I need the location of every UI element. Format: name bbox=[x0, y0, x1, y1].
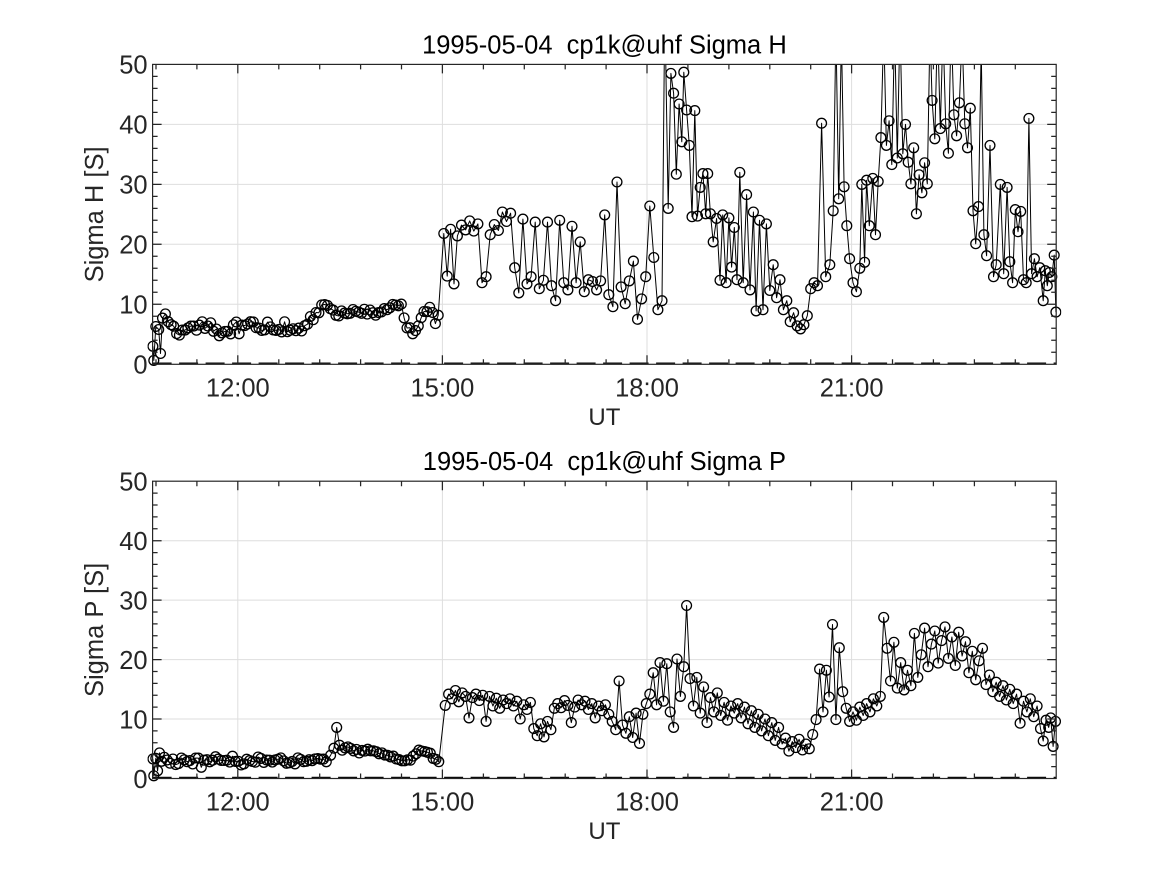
svg-text:12:00: 12:00 bbox=[206, 375, 270, 403]
svg-text:18:00: 18:00 bbox=[615, 375, 679, 403]
svg-text:10: 10 bbox=[119, 292, 147, 320]
svg-text:1995-05-04 cp1k@uhf Sigma P: 1995-05-04 cp1k@uhf Sigma P bbox=[423, 448, 786, 476]
svg-text:Sigma P [S]: Sigma P [S] bbox=[81, 563, 109, 697]
svg-text:1995-05-04 cp1k@uhf Sigma H: 1995-05-04 cp1k@uhf Sigma H bbox=[422, 31, 787, 59]
svg-text:0: 0 bbox=[133, 766, 147, 794]
svg-text:30: 30 bbox=[119, 172, 147, 200]
svg-text:30: 30 bbox=[119, 587, 147, 615]
svg-text:18:00: 18:00 bbox=[615, 789, 679, 817]
svg-text:20: 20 bbox=[119, 647, 147, 675]
svg-text:15:00: 15:00 bbox=[410, 789, 474, 817]
svg-text:Sigma H [S]: Sigma H [S] bbox=[81, 146, 109, 282]
svg-text:UT: UT bbox=[588, 404, 620, 431]
svg-text:50: 50 bbox=[119, 52, 147, 80]
svg-text:50: 50 bbox=[119, 469, 147, 497]
svg-text:15:00: 15:00 bbox=[410, 375, 474, 403]
svg-text:12:00: 12:00 bbox=[206, 789, 270, 817]
svg-text:UT: UT bbox=[588, 818, 620, 845]
svg-text:20: 20 bbox=[119, 232, 147, 260]
svg-text:21:00: 21:00 bbox=[820, 375, 884, 403]
svg-text:21:00: 21:00 bbox=[820, 789, 884, 817]
svg-text:0: 0 bbox=[133, 352, 147, 380]
svg-text:10: 10 bbox=[119, 706, 147, 734]
svg-text:40: 40 bbox=[119, 112, 147, 140]
svg-text:40: 40 bbox=[119, 528, 147, 556]
